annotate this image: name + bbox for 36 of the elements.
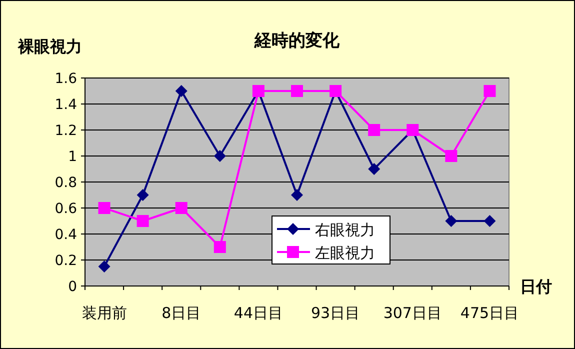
point xyxy=(291,85,303,97)
x-tick-label: 44日目 xyxy=(234,304,283,322)
y-tick-label: 0.6 xyxy=(54,201,78,217)
y-tick-label: 0 xyxy=(68,279,77,295)
y-tick-label: 0.8 xyxy=(54,175,77,191)
point xyxy=(484,85,496,97)
y-tick-label: 0.4 xyxy=(54,227,78,243)
x-tick-label: 装用前 xyxy=(82,304,127,322)
point xyxy=(484,215,496,227)
point xyxy=(445,150,458,162)
point xyxy=(98,260,110,272)
legend-label: 左眼視力 xyxy=(315,244,375,262)
chart-title: 経時的変化 xyxy=(254,31,340,51)
point xyxy=(368,124,380,136)
point xyxy=(175,85,188,97)
x-tick-label: 8日目 xyxy=(162,304,202,322)
y-tick-label: 0.2 xyxy=(54,253,77,269)
point xyxy=(368,163,380,175)
x-axis-title: 日付 xyxy=(520,277,552,296)
point xyxy=(445,215,458,227)
point xyxy=(98,202,110,214)
point xyxy=(136,215,149,227)
y-tick-label: 1.4 xyxy=(54,97,78,113)
point xyxy=(136,189,149,201)
y-axis-title: 裸眼視力 xyxy=(17,37,82,56)
x-tick-label: 93日目 xyxy=(311,304,360,322)
point xyxy=(175,202,188,214)
y-tick-label: 1.2 xyxy=(54,123,77,139)
legend-label: 右眼視力 xyxy=(315,221,375,239)
y-tick-label: 1 xyxy=(68,149,77,165)
point xyxy=(214,150,226,162)
y-tick-label: 1.6 xyxy=(54,71,78,87)
x-tick-label: 475日目 xyxy=(460,304,520,322)
point xyxy=(291,189,303,201)
point xyxy=(214,241,226,253)
x-tick-label: 307日目 xyxy=(383,304,442,322)
